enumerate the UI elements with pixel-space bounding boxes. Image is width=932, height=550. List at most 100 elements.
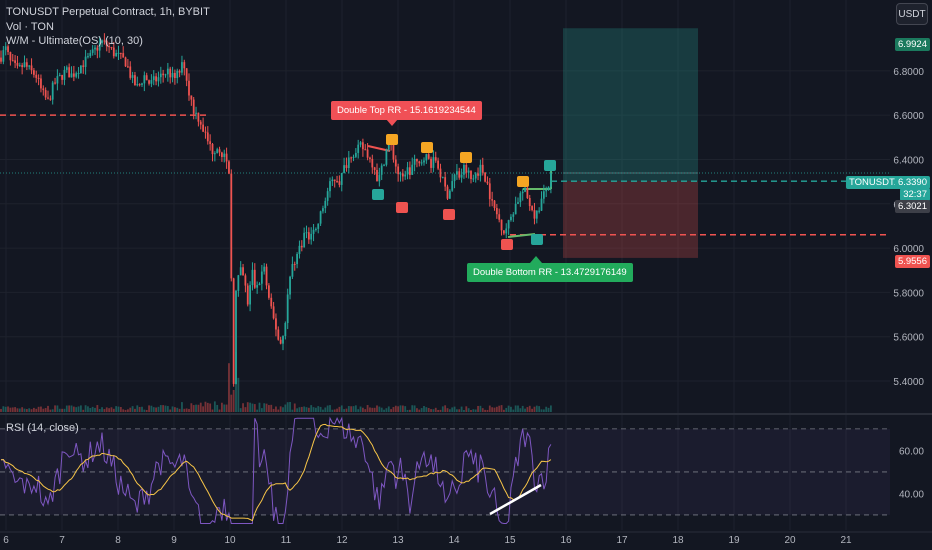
volume-bar: [521, 405, 524, 412]
stop-price-box: 5.9556: [894, 255, 930, 268]
volume-bar: [7, 406, 9, 412]
candle-body: [228, 161, 230, 174]
candle-body: [80, 65, 82, 74]
candle-body: [87, 56, 89, 58]
volume-bar: [58, 408, 61, 412]
time-tick-label: 21: [840, 535, 852, 546]
candle-body: [82, 65, 85, 67]
candle-body: [545, 190, 548, 192]
candle-body: [141, 83, 143, 85]
volume-bar: [263, 403, 266, 412]
candle-body: [425, 154, 428, 161]
candle-body: [225, 153, 228, 162]
volume-bar: [312, 407, 315, 412]
candle-body: [354, 152, 357, 157]
volume-bar: [477, 405, 479, 412]
volume-bar: [80, 405, 82, 412]
candle-body: [33, 70, 35, 75]
candle-body: [221, 152, 223, 157]
volume-bar: [181, 402, 183, 412]
volume-bar: [293, 403, 296, 412]
candle-body: [465, 164, 468, 173]
candle-body: [209, 141, 212, 145]
candle-body: [531, 206, 533, 211]
volume-bar: [185, 408, 188, 412]
volume-bar: [343, 409, 345, 412]
candle-body: [195, 112, 197, 114]
volume-bar: [505, 407, 508, 412]
volume-bar: [535, 405, 538, 412]
volume-bar: [392, 407, 395, 412]
volume-bar: [416, 408, 418, 412]
pattern-marker: [544, 160, 556, 171]
volume-bar: [138, 406, 141, 412]
price-tick-label: 5.4000: [893, 377, 924, 388]
candle-body: [394, 159, 397, 167]
volume-bar: [411, 405, 414, 412]
volume-bar: [122, 409, 125, 412]
risk-reward-zones[interactable]: [563, 28, 698, 258]
volume-bar: [542, 409, 545, 412]
candle-body: [430, 158, 432, 168]
volume-bar: [456, 409, 458, 412]
double-top-pointer: [386, 119, 398, 126]
candle-body: [11, 60, 14, 62]
volume-bar: [347, 406, 350, 412]
volume-bar: [434, 407, 437, 412]
volume-bar: [470, 409, 472, 412]
candle-body: [84, 56, 87, 67]
volume-bar: [545, 406, 548, 412]
candle-body: [136, 84, 139, 86]
volume-bar: [517, 405, 519, 412]
volume-bar: [249, 402, 251, 412]
currency-button[interactable]: USDT: [896, 3, 928, 25]
candle-body: [138, 84, 141, 86]
candle-body: [284, 322, 287, 337]
candle-body: [35, 74, 38, 78]
candle-body: [124, 57, 127, 67]
candle-body: [446, 186, 449, 199]
candle-body: [491, 199, 494, 201]
candle-body: [28, 65, 31, 67]
time-tick-label: 8: [115, 535, 121, 546]
volume-bar: [317, 406, 320, 412]
candle-body: [404, 174, 407, 177]
candle-body: [159, 73, 162, 78]
candle-body: [44, 90, 47, 98]
volume-bar: [49, 409, 52, 412]
volume-bar: [526, 407, 529, 412]
time-axis: 6 7 8 9 10 11 12 13 14 15 16 17 18 19 20 21: [3, 535, 852, 546]
volume-bar: [437, 409, 439, 412]
volume-bar: [322, 409, 324, 412]
volume-bar: [401, 405, 404, 412]
volume-bar: [315, 407, 317, 412]
candle-body: [72, 73, 75, 77]
volume-bar: [18, 408, 21, 412]
volume-bar: [279, 406, 282, 412]
volume-bar: [91, 406, 94, 412]
time-tick-label: 13: [392, 535, 404, 546]
candle-body: [131, 75, 134, 78]
volume-bar: [296, 408, 298, 412]
volume-bar: [277, 409, 280, 412]
candle-body: [307, 232, 310, 240]
candle-body: [244, 275, 247, 286]
volume-bar: [399, 405, 402, 412]
candle-body: [183, 62, 186, 69]
candle-body: [253, 269, 256, 288]
candle-body: [256, 285, 259, 288]
pattern-marker: [396, 202, 408, 213]
volume-bar: [33, 407, 35, 412]
candle-body: [293, 264, 296, 266]
volume-bar: [47, 405, 49, 412]
candle-body: [270, 297, 273, 307]
candle-body: [474, 173, 477, 179]
candle-body: [18, 65, 21, 67]
candle-body: [380, 165, 383, 175]
time-tick-label: 7: [59, 535, 65, 546]
volume-bar: [145, 409, 148, 412]
candle-body: [112, 47, 115, 57]
candle-body: [7, 46, 9, 53]
candle-body: [300, 245, 303, 248]
